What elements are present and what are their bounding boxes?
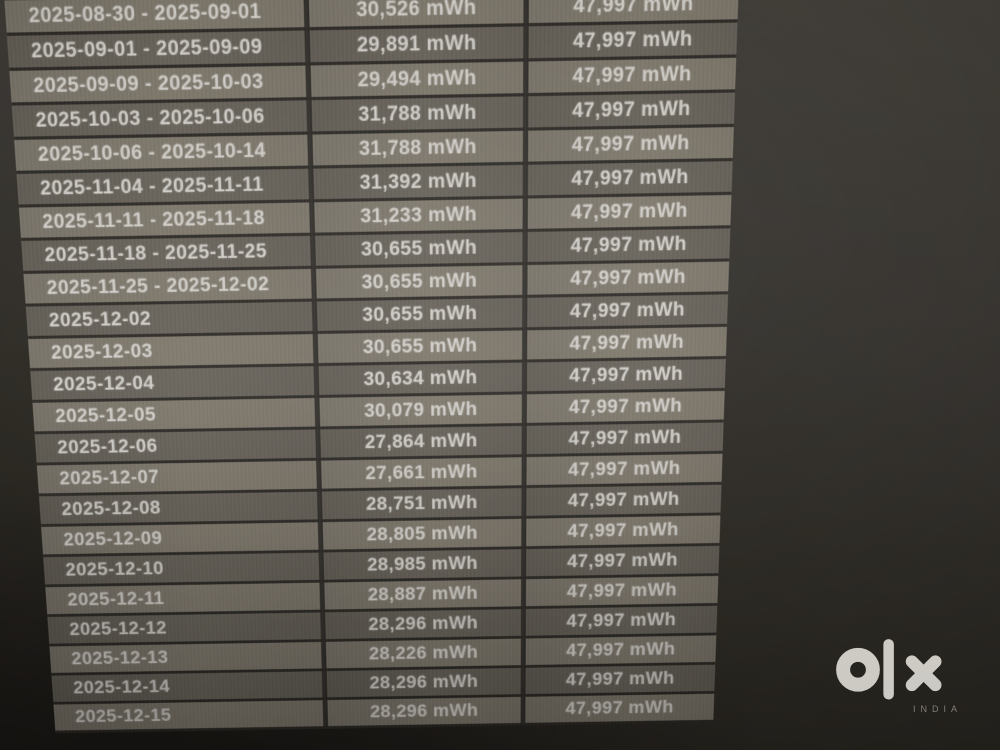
design-capacity-cell: 47,997 mWh	[528, 57, 737, 94]
full-charge-capacity-cell: 29,891 mWh	[309, 26, 524, 63]
battery-capacity-table-wrap: 2025-08-30 - 2025-09-01 30,526 mWh 47,997 …	[4, 0, 739, 734]
full-charge-capacity-cell: 27,864 mWh	[320, 425, 522, 458]
period-cell: 2025-10-06 - 2025-10-14	[14, 134, 309, 171]
period-cell: 2025-12-04	[30, 366, 315, 400]
period-cell: 2025-12-09	[41, 522, 319, 555]
olx-watermark: INDIA	[828, 633, 958, 714]
period-cell: 2025-12-12	[47, 612, 322, 644]
design-capacity-cell: 47,997 mWh	[528, 22, 738, 59]
design-capacity-cell: 47,997 mWh	[526, 515, 721, 547]
full-charge-capacity-cell: 30,655 mWh	[316, 265, 523, 299]
full-charge-capacity-cell: 31,233 mWh	[314, 198, 523, 233]
design-capacity-cell: 47,997 mWh	[525, 635, 717, 666]
design-capacity-cell: 47,997 mWh	[527, 261, 730, 295]
period-cell: 2025-12-02	[25, 301, 313, 337]
design-capacity-cell: 47,997 mWh	[525, 575, 719, 607]
full-charge-capacity-cell: 31,788 mWh	[311, 96, 524, 132]
design-capacity-cell: 47,997 mWh	[527, 161, 733, 196]
period-cell: 2025-08-30 - 2025-09-01	[4, 0, 305, 33]
design-capacity-cell: 47,997 mWh	[526, 545, 720, 577]
olx-india-label: INDIA	[912, 704, 962, 714]
period-cell: 2025-12-10	[43, 552, 320, 585]
design-capacity-cell: 47,997 mWh	[526, 484, 722, 516]
period-cell: 2025-12-07	[36, 460, 317, 494]
olx-logo-icon	[836, 639, 942, 700]
full-charge-capacity-cell: 28,887 mWh	[324, 579, 522, 610]
period-cell: 2025-11-18 - 2025-11-25	[21, 235, 311, 271]
full-charge-capacity-cell: 28,751 mWh	[321, 488, 522, 520]
design-capacity-cell: 47,997 mWh	[528, 126, 734, 162]
full-charge-capacity-cell: 31,392 mWh	[313, 164, 523, 200]
full-charge-capacity-cell: 29,494 mWh	[310, 61, 524, 97]
full-charge-capacity-cell: 28,296 mWh	[325, 609, 522, 640]
period-cell: 2025-12-06	[34, 429, 317, 463]
period-cell: 2025-12-11	[45, 582, 321, 615]
period-cell: 2025-12-08	[38, 491, 318, 525]
design-capacity-cell: 47,997 mWh	[528, 92, 736, 128]
period-cell: 2025-09-01 - 2025-09-09	[6, 30, 306, 68]
period-cell: 2025-12-03	[28, 334, 314, 369]
period-cell: 2025-12-14	[51, 671, 323, 702]
full-charge-capacity-cell: 30,655 mWh	[315, 232, 523, 266]
period-cell: 2025-09-09 - 2025-10-03	[9, 65, 307, 103]
full-charge-capacity-cell: 28,296 mWh	[327, 696, 521, 727]
full-charge-capacity-cell: 30,634 mWh	[318, 362, 523, 395]
design-capacity-cell: 47,997 mWh	[526, 390, 725, 423]
design-capacity-cell: 47,997 mWh	[527, 294, 729, 328]
period-cell: 2025-10-03 - 2025-10-06	[11, 100, 308, 137]
design-capacity-cell: 47,997 mWh	[525, 693, 715, 723]
design-capacity-cell: 47,997 mWh	[525, 605, 718, 636]
full-charge-capacity-cell: 30,655 mWh	[317, 330, 523, 364]
period-cell: 2025-12-15	[53, 700, 324, 731]
design-capacity-cell: 47,997 mWh	[527, 228, 731, 262]
design-capacity-cell: 47,997 mWh	[527, 326, 727, 360]
full-charge-capacity-cell: 28,805 mWh	[322, 518, 522, 550]
period-cell: 2025-11-25 - 2025-12-02	[23, 268, 312, 304]
period-cell: 2025-12-05	[32, 397, 316, 432]
full-charge-capacity-cell: 31,788 mWh	[312, 130, 524, 166]
period-cell: 2025-11-11 - 2025-11-18	[18, 202, 310, 238]
full-charge-capacity-cell: 30,526 mWh	[308, 0, 524, 28]
full-charge-capacity-cell: 28,226 mWh	[325, 638, 521, 669]
full-charge-capacity-cell: 28,985 mWh	[323, 549, 522, 580]
period-cell: 2025-11-04 - 2025-11-11	[16, 168, 310, 205]
full-charge-capacity-cell: 30,655 mWh	[316, 297, 523, 331]
design-capacity-cell: 47,997 mWh	[526, 453, 723, 486]
period-cell: 2025-12-13	[49, 641, 322, 673]
full-charge-capacity-cell: 27,661 mWh	[321, 457, 522, 489]
design-capacity-cell: 47,997 mWh	[528, 0, 739, 24]
design-capacity-cell: 47,997 mWh	[526, 422, 724, 455]
full-charge-capacity-cell: 28,296 mWh	[326, 667, 521, 698]
design-capacity-cell: 47,997 mWh	[527, 194, 732, 229]
capacity-table-body: 2025-08-30 - 2025-09-01 30,526 mWh 47,997 …	[4, 0, 739, 734]
full-charge-capacity-cell: 30,079 mWh	[319, 394, 522, 427]
design-capacity-cell: 47,997 mWh	[525, 664, 716, 695]
design-capacity-cell: 47,997 mWh	[526, 358, 726, 392]
